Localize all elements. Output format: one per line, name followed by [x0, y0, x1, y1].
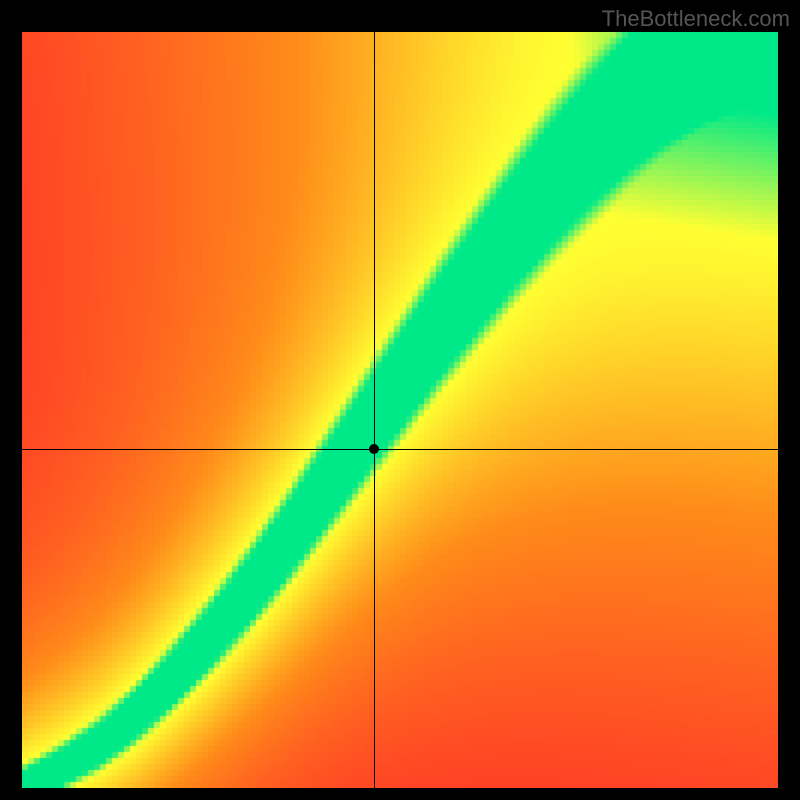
watermark-text: TheBottleneck.com [602, 6, 790, 32]
crosshair-horizontal [22, 449, 778, 450]
bottleneck-heatmap [22, 32, 778, 788]
crosshair-vertical [374, 32, 375, 788]
chart-container: { "watermark": { "text": "TheBottleneck.… [0, 0, 800, 800]
crosshair-marker [369, 444, 379, 454]
